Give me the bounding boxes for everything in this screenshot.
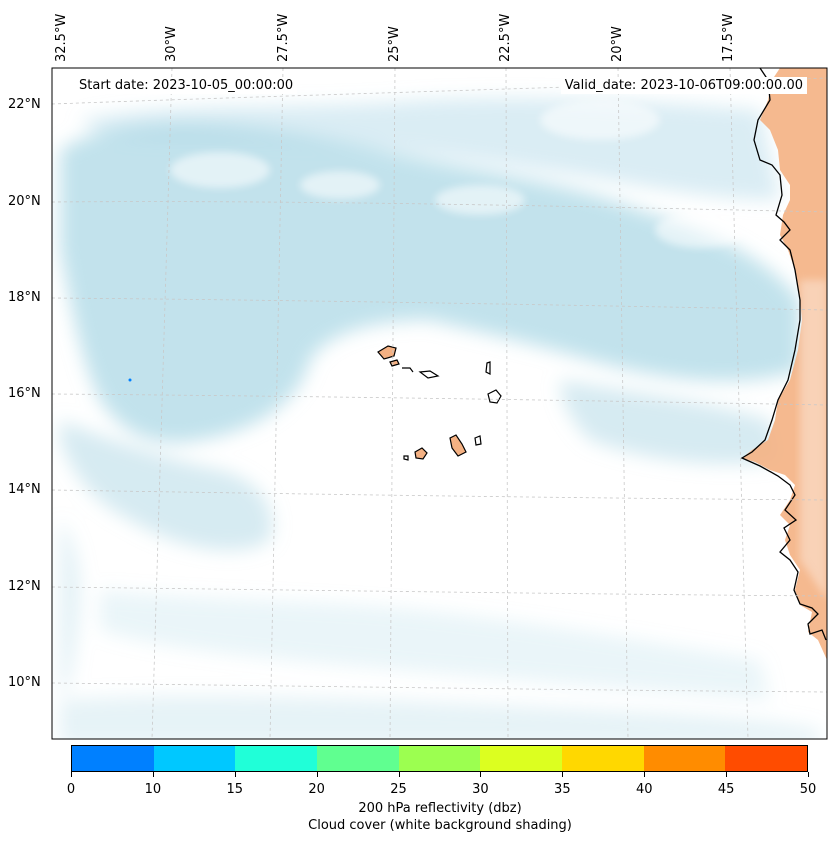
- colorbar-segment: [72, 746, 154, 771]
- island-sal: [485, 361, 491, 375]
- map-frame: [51, 67, 828, 740]
- island-sao-nicolau: [402, 367, 414, 373]
- colorbar-tick-label: 30: [472, 782, 489, 797]
- lat-label-20n: 20°N: [8, 194, 41, 209]
- africa-interior-shading: [800, 280, 827, 600]
- colorbar-segment: [725, 746, 808, 771]
- island-fogo: [414, 447, 428, 460]
- colorbar-tick-label: 35: [554, 782, 571, 797]
- lon-label-20w: 20°W: [610, 26, 625, 62]
- lon-label-27-5w: 27.5°W: [276, 13, 291, 62]
- colorbar-tick-mark: [316, 772, 318, 777]
- africa-coastline: [740, 68, 827, 641]
- lat-label-22n: 22°N: [8, 97, 41, 112]
- colorbar-segment: [235, 746, 318, 771]
- cape-verde-islands: [377, 345, 502, 461]
- colorbar-tick-label: 0: [66, 782, 76, 797]
- island-maio: [474, 435, 482, 446]
- colorbar-tick-mark: [480, 772, 482, 777]
- valid-date-label: Valid_date: 2023-10-06T09:00:00.00: [560, 77, 807, 94]
- cloud-cover-light-streaks: [170, 100, 745, 248]
- colorbar-tick-label: 15: [226, 782, 244, 797]
- colorbar-tick-mark: [71, 772, 72, 777]
- colorbar-tick-mark: [562, 772, 564, 777]
- colorbar-segment: [562, 746, 644, 771]
- colorbar-tick-mark: [152, 772, 154, 777]
- colorbar-label: 200 hPa reflectivity (dbz): [358, 801, 522, 816]
- colorbar-segment: [480, 746, 563, 771]
- island-sao-vicente: [389, 359, 400, 367]
- island-brava: [403, 455, 409, 461]
- island-sal-boavista-small: [418, 370, 440, 379]
- colorbar-segment: [643, 746, 726, 771]
- lat-label-18n: 18°N: [8, 290, 41, 305]
- colorbar-tick-mark: [726, 772, 728, 777]
- colorbar-tick-mark: [644, 772, 646, 777]
- colorbar-tick-mark: [398, 772, 400, 777]
- island-santiago: [449, 434, 467, 457]
- colorbar-tick-label: 20: [308, 782, 325, 797]
- lon-label-25w: 25°W: [387, 26, 402, 62]
- reflectivity-colorbar: [71, 745, 808, 772]
- colorbar-segment: [153, 746, 236, 771]
- start-date-label: Start date: 2023-10-05_00:00:00: [75, 77, 298, 94]
- lat-label-10n: 10°N: [8, 675, 41, 690]
- lat-label-16n: 16°N: [8, 386, 41, 401]
- colorbar-tick-label: 45: [717, 782, 735, 797]
- lon-label-30w: 30°W: [164, 26, 179, 62]
- colorbar-segment: [398, 746, 481, 771]
- colorbar-tick-mark: [808, 772, 809, 777]
- lon-label-17-5w: 17.5°W: [721, 13, 736, 62]
- reflectivity-spot: [128, 378, 132, 382]
- colorbar-segment: [317, 746, 399, 771]
- lon-label-32-5w: 32.5°W: [54, 13, 69, 62]
- colorbar-tick-label: 10: [144, 782, 162, 797]
- colorbar-tick-label: 40: [635, 782, 653, 797]
- colorbar-tick-label: 50: [799, 782, 817, 797]
- lat-label-12n: 12°N: [8, 579, 41, 594]
- colorbar-tick-label: 25: [390, 782, 407, 797]
- lat-label-14n: 14°N: [8, 482, 41, 497]
- lon-label-22-5w: 22.5°W: [498, 13, 513, 62]
- island-boa-vista: [487, 389, 502, 404]
- island-santo-antao: [377, 345, 397, 360]
- gridlines: [52, 68, 827, 739]
- colorbar-tick-mark: [234, 772, 236, 777]
- colorbar-sublabel: Cloud cover (white background shading): [308, 818, 572, 833]
